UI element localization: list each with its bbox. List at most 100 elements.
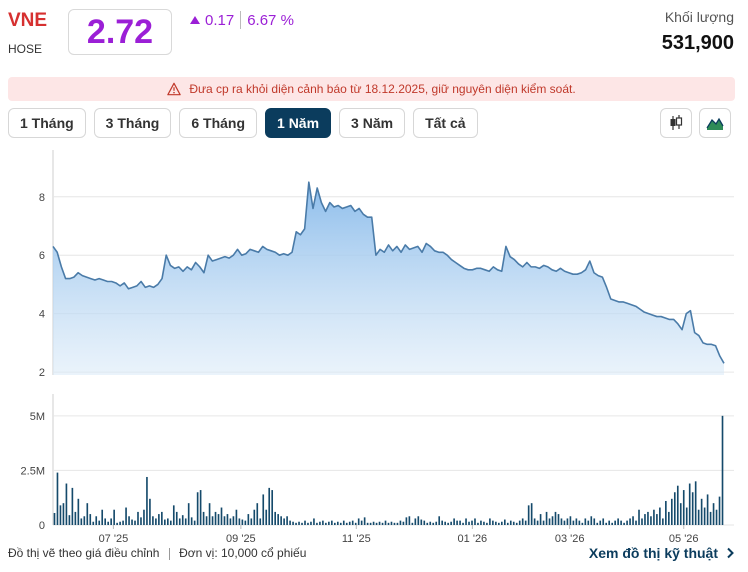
volume-bar — [175, 511, 178, 525]
volume-bar — [241, 519, 244, 525]
volume-bar — [623, 522, 625, 525]
volume-bar — [703, 507, 706, 525]
volume-bar — [301, 522, 303, 525]
volume-bar — [432, 522, 435, 525]
volume-bar — [656, 514, 658, 525]
volume-bar — [626, 520, 628, 525]
technical-chart-link[interactable]: Xem đồ thị kỹ thuật — [589, 545, 736, 561]
change-divider — [240, 11, 242, 29]
volume-bar — [122, 520, 124, 525]
volume-label: Khối lượng — [664, 9, 734, 25]
volume-bar — [501, 521, 503, 525]
volume-bar — [146, 476, 148, 525]
volume-bar — [119, 521, 121, 525]
volume-bar — [83, 516, 86, 525]
volume-bar — [644, 514, 646, 525]
x-tick-label: 11 '25 — [342, 533, 371, 545]
volume-bar — [223, 516, 226, 525]
volume-bar — [184, 518, 187, 525]
volume-bar — [149, 498, 151, 525]
volume-bar — [339, 522, 342, 525]
volume-bar — [351, 520, 354, 525]
volume-bar — [366, 522, 369, 525]
tab-all[interactable]: Tất cả — [413, 108, 478, 138]
volume-bar — [77, 498, 80, 525]
volume-bar — [438, 516, 441, 525]
volume-bar — [280, 516, 282, 525]
candlestick-chart-button[interactable] — [660, 108, 692, 138]
volume-bar — [474, 518, 476, 525]
volume-bar — [536, 520, 539, 525]
volume-bar — [593, 518, 596, 525]
volume-bar — [533, 518, 536, 525]
volume-bar — [551, 516, 554, 525]
tab-1-year[interactable]: 1 Năm — [265, 108, 332, 138]
volume-bar — [584, 518, 587, 525]
volume-bar — [596, 522, 599, 525]
chevron-right-icon — [727, 547, 734, 559]
volume-bar — [608, 520, 610, 525]
volume-bar — [408, 516, 411, 525]
price-change: 0.17 6.67 % — [190, 11, 294, 29]
volume-bar — [289, 520, 291, 525]
volume-bar — [202, 511, 205, 525]
change-percent: 6.67 % — [247, 11, 294, 29]
volume-bar — [178, 518, 181, 525]
volume-bar — [402, 521, 405, 525]
area-chart-button[interactable] — [699, 108, 731, 138]
volume-bar — [295, 522, 297, 525]
volume-bar — [363, 517, 366, 525]
volume-bar — [247, 514, 250, 525]
volume-bar — [566, 518, 569, 525]
volume-bar — [554, 511, 557, 525]
volume-bar — [131, 519, 133, 525]
mountain-area-icon — [706, 117, 724, 130]
volume-bar — [396, 522, 399, 525]
volume-bar — [229, 518, 232, 525]
volume-bar — [107, 521, 109, 525]
tab-3-years[interactable]: 3 Năm — [339, 108, 406, 138]
volume-bar — [71, 487, 74, 525]
volume-bar — [489, 518, 491, 525]
volume-bar — [390, 521, 393, 525]
x-tick-label: 05 '26 — [669, 533, 699, 545]
volume-bar — [712, 503, 715, 525]
volume-bar — [325, 522, 327, 525]
tab-1-month[interactable]: 1 Tháng — [8, 108, 86, 138]
volume-bar — [444, 521, 446, 525]
tab-3-months[interactable]: 3 Tháng — [93, 108, 172, 138]
adjusted-price-note: Đồ thị vẽ theo giá điều chỉnh — [8, 546, 160, 560]
volume-bar — [647, 511, 649, 525]
volume-bar — [369, 522, 372, 525]
volume-bar — [405, 517, 408, 525]
volume-bar — [477, 522, 479, 525]
volume-bar — [113, 509, 115, 525]
volume-y-tick-label: 5M — [30, 411, 45, 423]
volume-bar — [256, 503, 259, 525]
volume-bar — [429, 521, 432, 525]
volume-bar — [274, 511, 276, 525]
volume-bar — [393, 522, 396, 525]
tab-6-months[interactable]: 6 Tháng — [179, 108, 258, 138]
volume-bar — [89, 514, 92, 525]
volume-bar — [116, 522, 118, 525]
warning-banner: Đưa cp ra khỏi diện cảnh báo từ 18.12.20… — [8, 77, 735, 101]
volume-bar — [617, 518, 619, 525]
volume-bar — [530, 503, 533, 525]
volume-bar — [620, 520, 622, 525]
volume-bar — [498, 522, 500, 525]
volume-bar — [164, 519, 166, 525]
volume-bar — [426, 522, 429, 525]
volume-bar — [483, 521, 485, 525]
volume-bar — [459, 520, 461, 525]
volume-bar — [56, 472, 59, 525]
volume-bar — [110, 518, 112, 525]
current-price: 2.72 — [86, 12, 154, 51]
volume-bar — [411, 522, 414, 525]
volume-y-tick-label: 0 — [39, 520, 45, 532]
x-tick-label: 03 '26 — [555, 533, 585, 545]
volume-bar — [539, 514, 542, 525]
volume-bar — [676, 485, 679, 525]
price-y-tick-label: 6 — [39, 250, 45, 262]
price-line — [52, 181, 725, 364]
